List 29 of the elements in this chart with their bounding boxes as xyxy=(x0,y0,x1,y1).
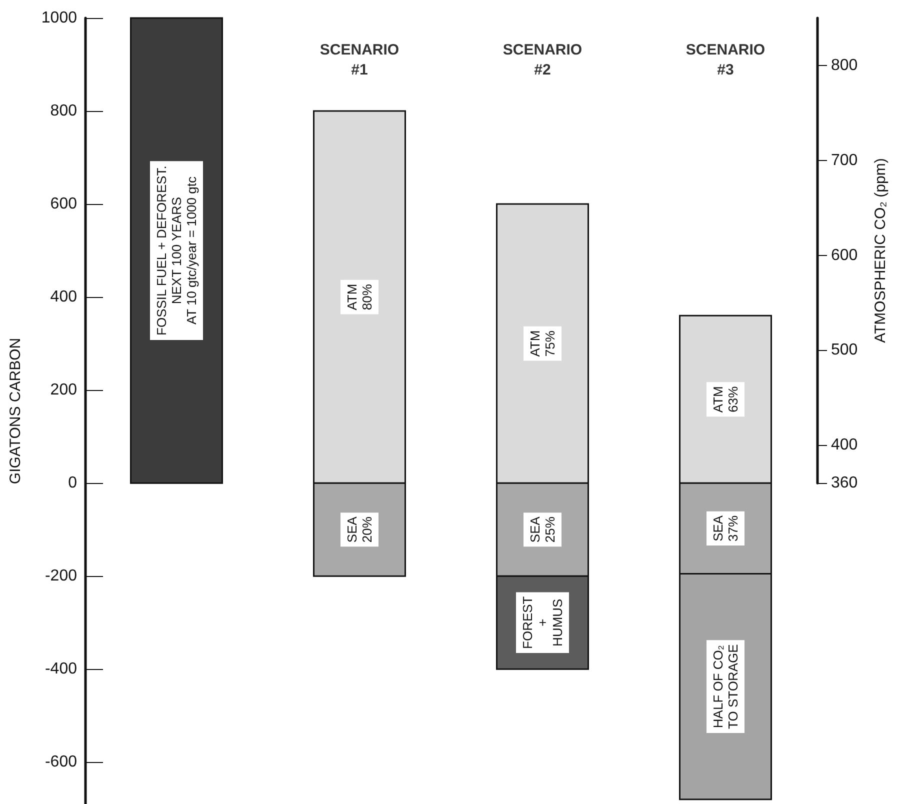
y2-axis-title: ATMOSPHERIC CO₂ (ppm) xyxy=(872,158,889,343)
y-tick-label: 800 xyxy=(50,102,78,120)
y-tick-label: 0 xyxy=(68,474,78,492)
y2-tick-label: 600 xyxy=(831,246,858,264)
x-tick-label: SCENARIO #2 xyxy=(502,42,582,78)
y-tick-label: 400 xyxy=(50,288,78,306)
x-tick-label: SCENARIO #3 xyxy=(686,42,766,78)
data-label: ATM 63% xyxy=(710,386,740,413)
y-tick-label: -400 xyxy=(44,660,78,678)
data-label: SEA 25% xyxy=(528,516,558,543)
y-tick-label: -200 xyxy=(44,568,78,585)
y-tick-label: -600 xyxy=(44,754,78,771)
data-label: HALF OF CO₂ TO STORAGE xyxy=(710,644,740,729)
y2-tick-label: 400 xyxy=(831,436,858,454)
x-tick-label: SCENARIO #1 xyxy=(320,42,400,78)
data-label: ATM 75% xyxy=(528,330,558,357)
y2-tick-label: 360 xyxy=(831,474,858,492)
data-label: FOREST + HUMUS xyxy=(520,596,565,649)
y-axis-title: GIGATONS CARBON xyxy=(7,338,24,484)
data-label: FOSSIL FUEL + DEFOREST. NEXT 100 YEARS AT 10 gtc/year = 1000 gtc xyxy=(154,166,199,336)
data-label: SEA 37% xyxy=(710,514,740,542)
data-label: ATM 80% xyxy=(344,284,374,310)
y2-tick-label: 700 xyxy=(831,152,858,169)
y-tick-label: 200 xyxy=(50,382,78,399)
y2-tick-label: 500 xyxy=(831,342,858,359)
y2-tick-label: 800 xyxy=(831,56,858,74)
y-tick-label: 600 xyxy=(50,196,78,213)
y-tick-label: 1000 xyxy=(41,10,78,26)
data-label: SEA 20% xyxy=(344,516,374,543)
